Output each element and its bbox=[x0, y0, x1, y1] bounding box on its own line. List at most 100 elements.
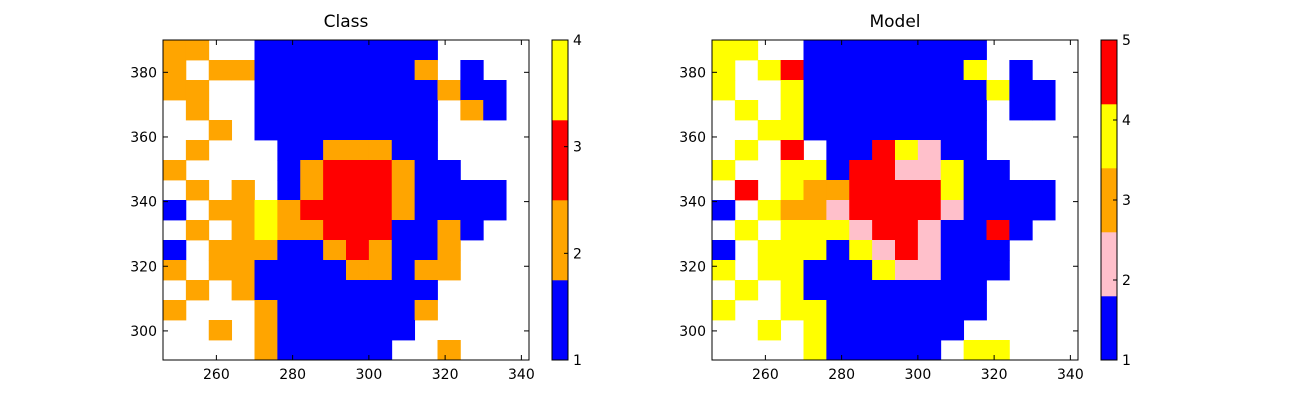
cell bbox=[803, 160, 827, 181]
y-tick-label: 340 bbox=[130, 195, 157, 211]
cell bbox=[757, 320, 782, 341]
cell bbox=[185, 80, 210, 101]
cell bbox=[300, 40, 324, 61]
cell bbox=[231, 200, 255, 221]
cell bbox=[963, 280, 987, 301]
cell bbox=[185, 40, 210, 61]
cell bbox=[300, 60, 324, 81]
y-tick-label: 300 bbox=[130, 324, 157, 340]
cell bbox=[734, 100, 759, 121]
cell bbox=[917, 140, 942, 161]
x-tick-label: 260 bbox=[203, 367, 230, 383]
cell bbox=[368, 60, 393, 81]
cell bbox=[277, 80, 301, 101]
cell bbox=[757, 240, 782, 261]
axes-frame bbox=[711, 39, 1079, 361]
cell bbox=[368, 340, 393, 361]
cell bbox=[391, 100, 416, 121]
cell bbox=[849, 280, 873, 301]
x-tick-label: 300 bbox=[905, 367, 932, 383]
cell bbox=[849, 140, 873, 161]
cell bbox=[414, 260, 438, 281]
cell bbox=[872, 140, 896, 161]
cell bbox=[986, 340, 1010, 361]
cell bbox=[895, 220, 919, 241]
cell bbox=[300, 200, 324, 221]
cell bbox=[940, 100, 965, 121]
cell bbox=[940, 280, 965, 301]
cell bbox=[346, 140, 370, 161]
cell bbox=[185, 140, 210, 161]
cell bbox=[414, 200, 438, 221]
cell bbox=[917, 180, 942, 201]
cell bbox=[849, 160, 873, 181]
cell bbox=[803, 80, 827, 101]
cell bbox=[368, 260, 393, 281]
cell bbox=[803, 40, 827, 61]
cell bbox=[254, 200, 278, 221]
colorbar-tick-label: 3 bbox=[573, 140, 582, 156]
cell bbox=[391, 260, 416, 281]
cell bbox=[826, 140, 850, 161]
cell bbox=[895, 320, 919, 341]
cell bbox=[963, 340, 987, 361]
cell bbox=[1009, 180, 1033, 201]
cell bbox=[300, 240, 324, 261]
cell bbox=[940, 220, 965, 241]
colorbar-tick-label: 4 bbox=[573, 33, 582, 49]
cell bbox=[895, 180, 919, 201]
cell bbox=[163, 160, 187, 181]
cell bbox=[734, 280, 759, 301]
cell bbox=[185, 280, 210, 301]
cell bbox=[300, 120, 324, 141]
cell bbox=[323, 120, 347, 141]
x-tick-label: 280 bbox=[828, 367, 855, 383]
cell bbox=[963, 180, 987, 201]
colorbar-segment bbox=[1101, 40, 1117, 105]
cell bbox=[826, 160, 850, 181]
cell bbox=[346, 60, 370, 81]
cell bbox=[391, 220, 416, 241]
cell bbox=[849, 60, 873, 81]
cell bbox=[872, 260, 896, 281]
cell bbox=[437, 340, 461, 361]
cell bbox=[940, 300, 965, 321]
cell bbox=[254, 240, 278, 261]
cell bbox=[895, 40, 919, 61]
cell bbox=[895, 160, 919, 181]
cell bbox=[323, 180, 347, 201]
cell bbox=[826, 280, 850, 301]
cell bbox=[300, 260, 324, 281]
cell bbox=[277, 260, 301, 281]
cell bbox=[277, 320, 301, 341]
cell bbox=[872, 120, 896, 141]
cell bbox=[254, 280, 278, 301]
cell bbox=[803, 320, 827, 341]
cell bbox=[185, 220, 210, 241]
cell bbox=[849, 300, 873, 321]
cell bbox=[826, 180, 850, 201]
y-tick-label: 360 bbox=[130, 130, 157, 146]
cell bbox=[208, 200, 233, 221]
cell bbox=[414, 180, 438, 201]
cell bbox=[1032, 200, 1056, 221]
cell bbox=[734, 180, 759, 201]
cell bbox=[391, 320, 416, 341]
cell bbox=[803, 340, 827, 361]
cell bbox=[895, 60, 919, 81]
cell bbox=[368, 100, 393, 121]
cell bbox=[940, 320, 965, 341]
cell bbox=[917, 160, 942, 181]
cell bbox=[849, 200, 873, 221]
cell bbox=[391, 200, 416, 221]
cell bbox=[826, 120, 850, 141]
cell bbox=[483, 100, 507, 121]
cell bbox=[917, 120, 942, 141]
cell bbox=[757, 60, 782, 81]
cell bbox=[277, 240, 301, 261]
cell bbox=[780, 100, 804, 121]
x-tick-label: 340 bbox=[508, 367, 535, 383]
cell bbox=[208, 320, 233, 341]
cell bbox=[734, 140, 759, 161]
cell bbox=[346, 280, 370, 301]
